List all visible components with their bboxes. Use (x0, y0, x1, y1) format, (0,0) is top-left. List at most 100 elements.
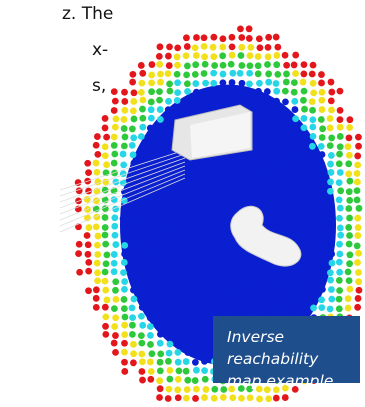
dot (265, 196, 272, 203)
dot (336, 197, 343, 204)
dot (283, 160, 290, 167)
dot (319, 242, 326, 249)
dot (192, 44, 199, 51)
dot (301, 115, 308, 122)
dot (174, 242, 181, 249)
dot (156, 143, 163, 150)
dot (102, 224, 109, 231)
dot (238, 170, 245, 177)
dot (166, 233, 173, 240)
dot (265, 34, 272, 41)
dot (211, 386, 218, 393)
dot (211, 97, 218, 104)
dot (255, 269, 262, 276)
dot (238, 160, 245, 167)
dot (165, 250, 172, 257)
dot (265, 170, 272, 177)
dot (94, 260, 101, 267)
dot (210, 34, 217, 41)
dot (256, 296, 263, 303)
dot (275, 106, 282, 113)
dot (184, 188, 191, 195)
dot (84, 160, 91, 167)
dot (310, 305, 317, 312)
dot (85, 259, 92, 266)
dot (246, 305, 253, 312)
dot (202, 161, 209, 168)
dot (139, 322, 146, 329)
dot (111, 134, 118, 141)
dot (192, 395, 199, 402)
dot (121, 259, 128, 266)
dot (75, 250, 82, 257)
dot (301, 304, 308, 311)
dot (193, 89, 200, 96)
dot (192, 349, 199, 356)
dot (156, 97, 163, 104)
dot (112, 332, 119, 339)
dot (354, 179, 361, 186)
dot (319, 260, 326, 267)
dot (238, 179, 245, 186)
dot (184, 80, 191, 87)
dot (147, 359, 154, 366)
dot (354, 197, 361, 204)
dot (310, 62, 317, 69)
dot (256, 286, 263, 293)
dot (175, 251, 182, 258)
dot (291, 89, 298, 96)
dot (273, 268, 280, 275)
dot (111, 340, 118, 347)
dot (265, 268, 272, 275)
dot (255, 305, 262, 312)
dot (156, 88, 163, 95)
dot (220, 224, 227, 231)
dot (355, 250, 362, 257)
dot (238, 287, 245, 294)
dot (273, 395, 280, 402)
dot (220, 35, 227, 42)
dot (309, 116, 316, 123)
dot (300, 71, 307, 78)
dot (354, 187, 361, 194)
dot (174, 386, 181, 393)
dot (165, 287, 172, 294)
dot (148, 287, 155, 294)
dot (192, 305, 199, 312)
dot (284, 205, 291, 212)
dot (202, 61, 209, 68)
dot (264, 296, 271, 303)
dot (210, 278, 217, 285)
dot (202, 251, 209, 258)
dot (175, 160, 182, 167)
dot (175, 260, 182, 267)
dot (265, 79, 272, 86)
dot (319, 277, 326, 284)
dot (165, 224, 172, 231)
dot (255, 278, 262, 285)
dot (256, 80, 263, 87)
dot (95, 233, 102, 240)
dot (139, 304, 146, 311)
dot (246, 62, 253, 69)
dot (193, 269, 200, 276)
dot (283, 287, 290, 294)
dot (104, 252, 111, 259)
dot (166, 134, 173, 141)
dot (202, 205, 209, 212)
dot (256, 396, 263, 403)
dot (327, 161, 334, 168)
dot (346, 277, 353, 284)
dot (112, 124, 119, 131)
dot (121, 331, 128, 338)
dot (221, 241, 228, 248)
dot (176, 313, 183, 320)
dot (266, 277, 273, 284)
dot (210, 80, 217, 87)
dot (292, 106, 299, 113)
dot (138, 351, 145, 358)
dot (201, 43, 208, 50)
dot (292, 224, 299, 231)
dot (337, 232, 344, 239)
dot (156, 296, 163, 303)
